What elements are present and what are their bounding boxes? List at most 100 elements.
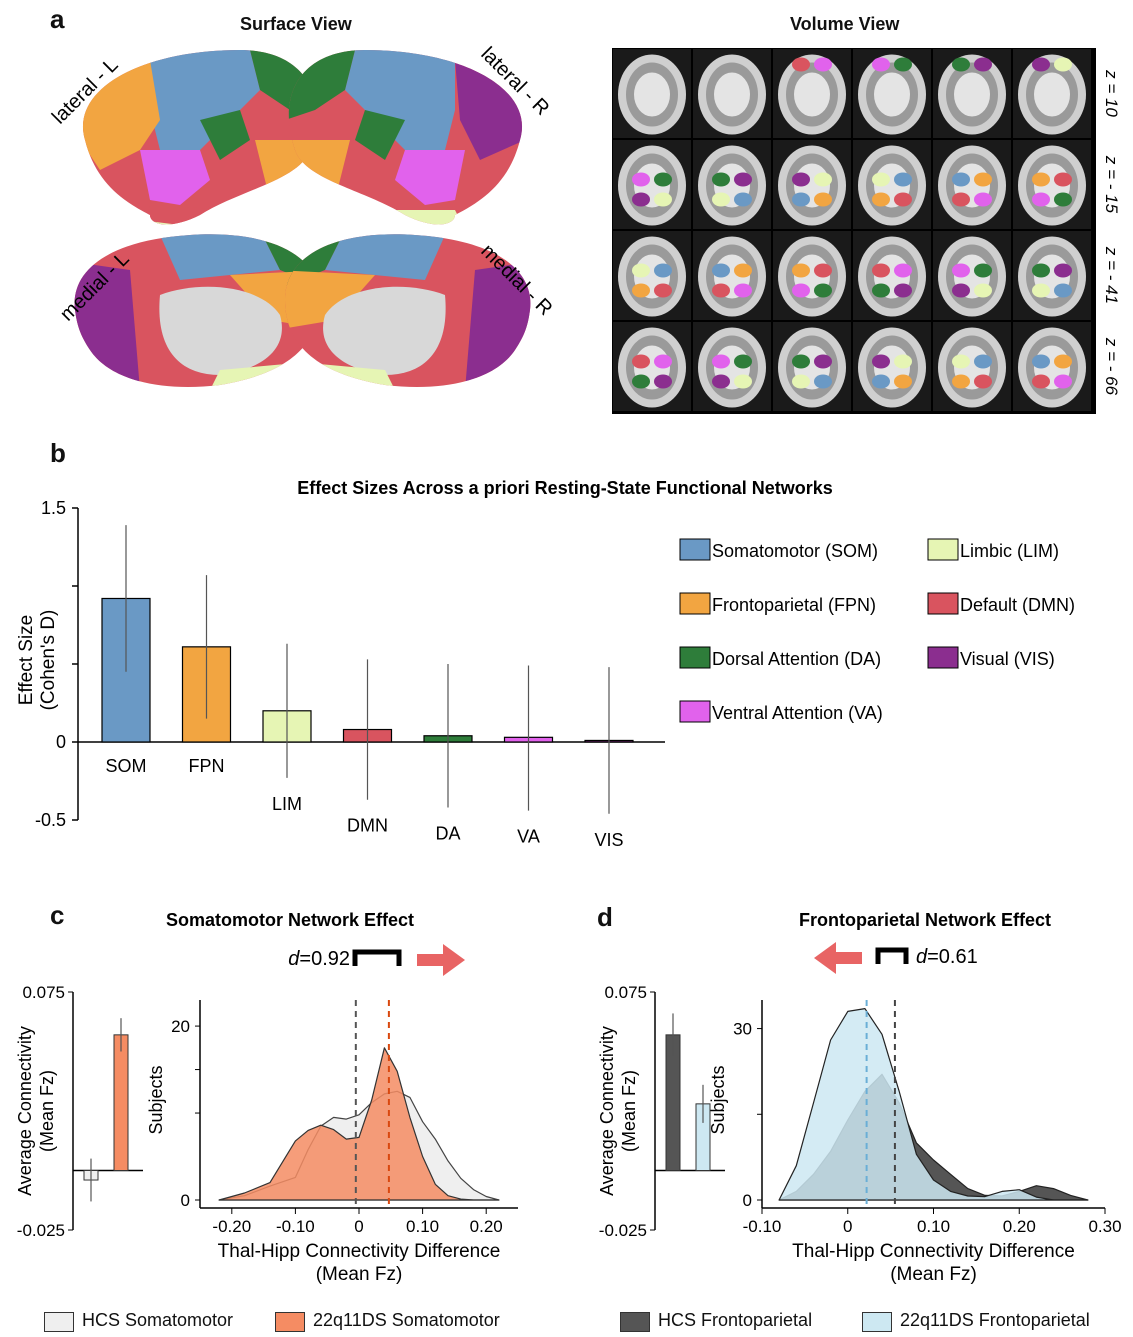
slice-network-region xyxy=(654,263,672,278)
y-axis-label: Average Connectivity xyxy=(15,1026,35,1196)
slice-network-region xyxy=(654,374,672,389)
legend-label: Default (DMN) xyxy=(960,595,1075,615)
y-axis-label: Average Connectivity xyxy=(597,1026,617,1196)
chart-d-title: Frontoparietal Network Effect xyxy=(799,910,1051,930)
legend-label-hcs-fpn: HCS Frontoparietal xyxy=(658,1310,813,1330)
slice-network-region xyxy=(814,354,832,369)
slice-network-region xyxy=(1054,374,1072,389)
slice-network-region xyxy=(814,172,832,187)
slice-network-region xyxy=(734,192,752,207)
slice-network-region xyxy=(952,283,970,298)
category-label: FPN xyxy=(189,756,225,776)
y-tick-label: 1.5 xyxy=(41,498,66,518)
slice-network-region xyxy=(1054,263,1072,278)
slice-network-region xyxy=(814,374,832,389)
effect-size-indicator: d=0.92 xyxy=(288,944,465,976)
volume-slice xyxy=(1013,140,1091,229)
volume-slice xyxy=(853,231,931,320)
avg-bar xyxy=(113,1034,129,1171)
x-axis-label: Thal-Hipp Connectivity Difference xyxy=(218,1241,501,1262)
volume-slices: z = 10 z = - 15 z = - 41 z = - 66 xyxy=(613,49,1121,411)
y-axis-label: Subjects xyxy=(708,1065,728,1134)
volume-slice xyxy=(853,140,931,229)
slice-network-region xyxy=(974,354,992,369)
chart-b-ylabel-line2: (Cohen's D) xyxy=(38,610,59,711)
volume-slice xyxy=(853,49,931,138)
legend-swatch-ds-fpn xyxy=(862,1312,892,1332)
slice-network-region xyxy=(952,172,970,187)
category-label: DMN xyxy=(347,816,388,836)
effect-bracket xyxy=(352,949,402,966)
slice-z-label: z = - 15 xyxy=(1102,155,1121,214)
x-tick-label: 0.30 xyxy=(1088,1217,1121,1236)
y-axis-label: (Mean Fz) xyxy=(619,1070,639,1152)
y-tick-label: 0.075 xyxy=(22,983,65,1002)
effect-arrow xyxy=(417,944,465,976)
panel-letter-d: d xyxy=(597,902,613,932)
network-effect-charts: Somatomotor Network Effect Frontoparieta… xyxy=(15,910,1122,1285)
volume-slice xyxy=(1013,322,1091,411)
volume-slice xyxy=(613,140,691,229)
volume-slice xyxy=(693,49,771,138)
slice-network-region xyxy=(894,57,912,72)
slice-network-region xyxy=(952,374,970,389)
legend-swatch-hcs-fpn xyxy=(620,1312,650,1332)
slice-network-region xyxy=(872,283,890,298)
slice-network-region xyxy=(894,192,912,207)
x-tick-label: 0.20 xyxy=(1003,1217,1036,1236)
slice-network-region xyxy=(792,192,810,207)
panel-letter-c: c xyxy=(50,900,65,930)
slice-white-matter xyxy=(714,72,750,117)
slice-network-region xyxy=(814,57,832,72)
slice-network-region xyxy=(1032,172,1050,187)
slice-network-region xyxy=(974,374,992,389)
y-axis-label: (Mean Fz) xyxy=(37,1070,57,1152)
volume-slice xyxy=(693,322,771,411)
avg-connectivity-chart: 0.075 -0.025 Average Connectivity (Mean Fz) xyxy=(597,983,725,1240)
slice-network-region xyxy=(792,374,810,389)
legend-swatch xyxy=(927,646,959,669)
volume-slice xyxy=(613,49,691,138)
x-tick-label: 0 xyxy=(354,1217,363,1236)
slice-network-region xyxy=(952,192,970,207)
volume-slice xyxy=(773,231,851,320)
slice-network-region xyxy=(814,283,832,298)
slice-network-region xyxy=(872,374,890,389)
panel-letter-a: a xyxy=(50,4,65,34)
legend-label: Visual (VIS) xyxy=(960,649,1055,669)
slice-network-region xyxy=(974,263,992,278)
x-tick-label: 0.20 xyxy=(470,1217,503,1236)
panel-letter-b: b xyxy=(50,438,66,468)
slice-z-label: z = - 66 xyxy=(1102,337,1121,396)
volume-slice xyxy=(1013,49,1091,138)
chart-c-title: Somatomotor Network Effect xyxy=(166,910,414,930)
slice-network-region xyxy=(654,283,672,298)
category-label: VIS xyxy=(594,830,623,850)
legend-label: Frontoparietal (FPN) xyxy=(712,595,876,615)
x-tick-label: -0.10 xyxy=(276,1217,315,1236)
slice-network-region xyxy=(814,263,832,278)
slice-network-region xyxy=(1054,172,1072,187)
slice-network-region xyxy=(1032,263,1050,278)
slice-z-label: z = 10 xyxy=(1102,69,1121,117)
category-label: LIM xyxy=(272,794,302,814)
volume-slice xyxy=(933,322,1011,411)
density-chart: 20 0 -0.20 -0.10 0 0.10 0.20 Thal-Hipp Connecti… xyxy=(146,1000,518,1285)
y-tick-label: 0.075 xyxy=(604,983,647,1002)
x-tick-label: -0.20 xyxy=(212,1217,251,1236)
slice-network-region xyxy=(654,192,672,207)
panel-a: a Surface View Volume View xyxy=(0,0,1133,420)
slice-network-region xyxy=(974,172,992,187)
legend-label: Ventral Attention (VA) xyxy=(712,703,883,723)
slice-white-matter xyxy=(954,72,990,117)
volume-slice xyxy=(693,231,771,320)
category-label: DA xyxy=(435,824,460,844)
y-axis-label: Subjects xyxy=(146,1065,166,1134)
legend-label: Limbic (LIM) xyxy=(960,541,1059,561)
slice-white-matter xyxy=(874,72,910,117)
slice-network-region xyxy=(632,374,650,389)
slice-network-region xyxy=(1032,283,1050,298)
slice-network-region xyxy=(1054,57,1072,72)
slice-network-region xyxy=(734,374,752,389)
y-tick-label: -0.025 xyxy=(17,1221,65,1240)
